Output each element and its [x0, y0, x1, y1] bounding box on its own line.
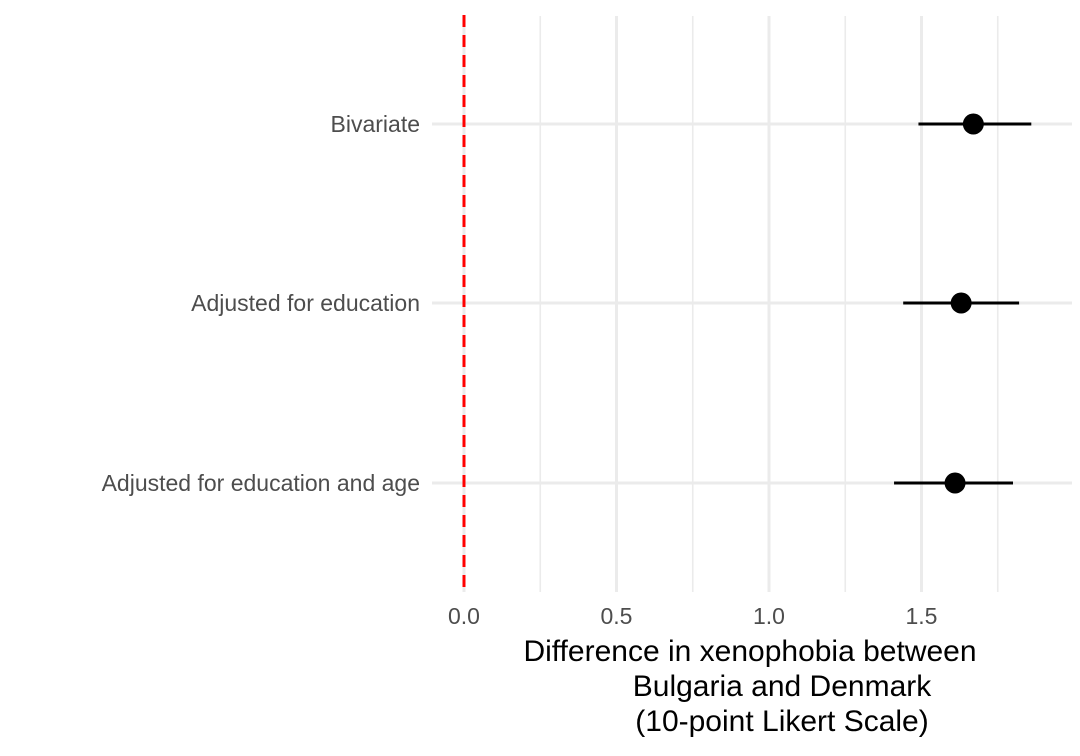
y-tick-label: Bivariate — [331, 111, 420, 137]
x-axis-title: Difference in xenophobia between Bulgaria… — [523, 635, 976, 738]
y-tick-label: Adjusted for education and age — [102, 470, 420, 496]
x-axis-title-line: (10-point Likert Scale) — [635, 705, 928, 738]
y-tick-label: Adjusted for education — [191, 290, 420, 316]
point-estimate — [944, 472, 966, 494]
x-axis-title-line: Difference in xenophobia between — [523, 635, 976, 668]
point-estimate — [962, 113, 984, 135]
x-axis-tick-labels: 0.0 0.5 1.0 1.5 — [448, 603, 937, 629]
point-estimate — [950, 292, 972, 314]
x-tick-label: 1.5 — [906, 603, 938, 629]
x-tick-label: 0.0 — [448, 603, 480, 629]
data-marks — [894, 113, 1032, 494]
y-axis-tick-labels: Bivariate Adjusted for education Adjusted … — [102, 111, 420, 496]
x-axis-title-line: Bulgaria and Denmark — [633, 670, 932, 703]
x-tick-label: 0.5 — [601, 603, 633, 629]
x-tick-label: 1.0 — [753, 603, 785, 629]
